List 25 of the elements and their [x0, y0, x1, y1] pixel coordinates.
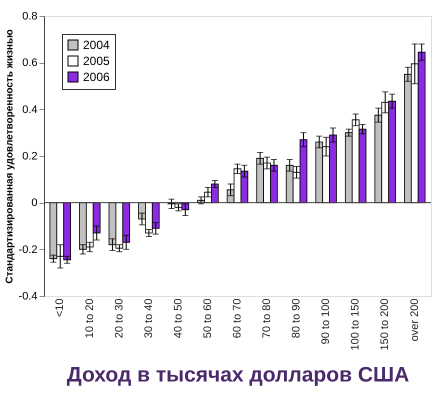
y-tick-label: 0.6 — [22, 57, 38, 70]
y-tick-label: 0.8 — [22, 10, 38, 22]
y-tick-label: 0.2 — [22, 150, 38, 162]
legend-label: 2005 — [83, 54, 110, 68]
x-tick-label: 60 to 70 — [232, 298, 244, 338]
x-tick-label: over 200 — [408, 298, 421, 342]
legend-label: 2004 — [83, 38, 110, 52]
x-axis-title: Доход в тысячах долларов США — [66, 363, 410, 386]
x-tick-label: 40 to 50 — [172, 298, 184, 338]
x-tick-label: 50 to 60 — [202, 298, 214, 338]
x-tick-label: 30 to 40 — [142, 298, 155, 338]
x-tick-label: 80 to 90 — [290, 298, 303, 338]
x-tick-label: 150 to 200 — [379, 298, 392, 350]
y-tick-label: -0.2 — [18, 244, 38, 256]
x-tick-label: 70 to 80 — [261, 298, 274, 338]
x-tick-label: 100 to 150 — [350, 298, 362, 350]
y-tick-label: 0.4 — [22, 104, 38, 116]
y-tick-label: -0.4 — [18, 290, 38, 302]
y-tick-label: 0 — [31, 197, 38, 210]
x-tick-label: 20 to 30 — [113, 298, 126, 338]
y-axis-title: Стандартизированная удовлетворенность жизнью — [4, 28, 16, 284]
x-tick-label: <10 — [54, 298, 66, 318]
x-tick-label: 90 to 100 — [320, 298, 332, 344]
x-tick-label: 10 to 20 — [84, 298, 96, 338]
legend-label: 2006 — [83, 70, 110, 84]
